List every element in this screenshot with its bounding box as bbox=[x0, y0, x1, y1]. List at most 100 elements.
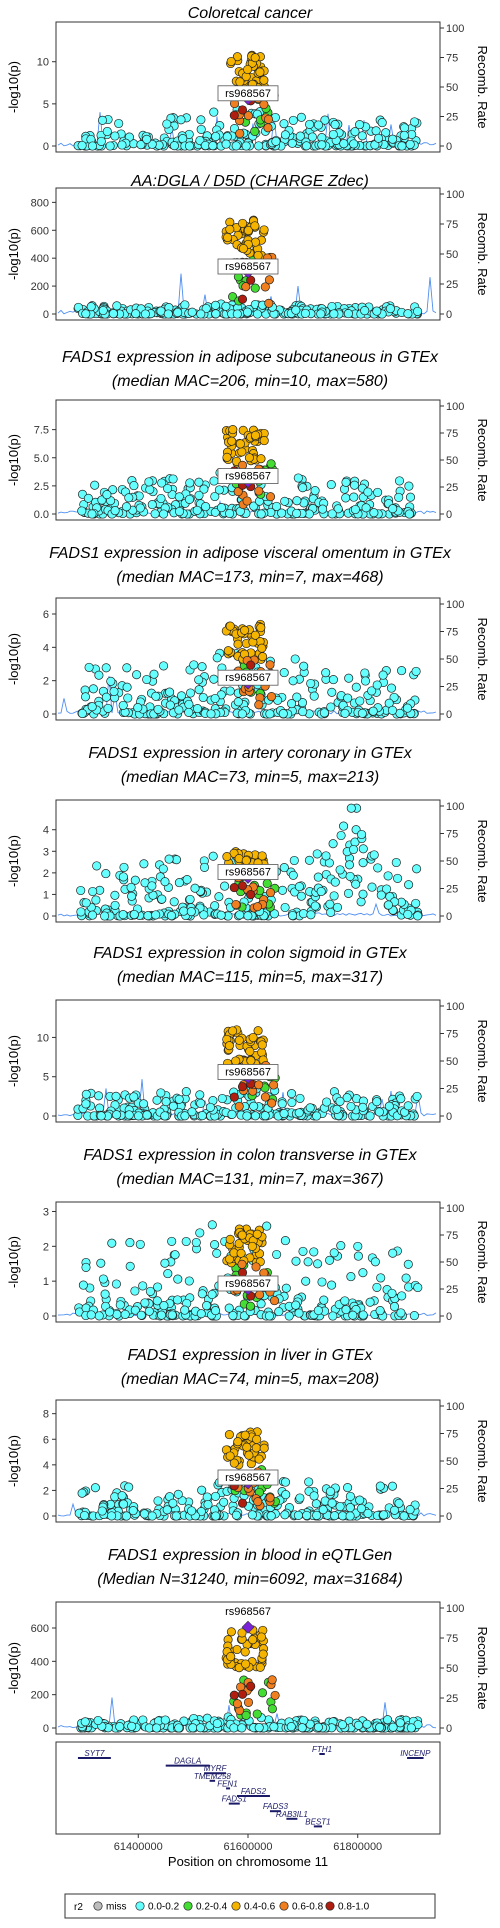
snp-point bbox=[235, 910, 245, 920]
snp-point bbox=[387, 1288, 397, 1298]
snp-point bbox=[372, 306, 382, 316]
snp-point bbox=[194, 675, 204, 685]
snp-point bbox=[376, 890, 386, 900]
snp-point bbox=[358, 889, 368, 899]
snp-point bbox=[201, 502, 211, 512]
snp-point bbox=[298, 1246, 308, 1256]
snp-point bbox=[225, 1234, 235, 1244]
snp-point bbox=[367, 686, 377, 696]
x-tick-label: 61800000 bbox=[333, 1841, 382, 1853]
lead-snp-label-box bbox=[217, 468, 279, 485]
panel-7: FADS1 expression in colon transverse in … bbox=[6, 1147, 490, 1323]
snp-point bbox=[108, 309, 118, 319]
snp-point bbox=[412, 1091, 422, 1101]
y-tick-label: 0 bbox=[43, 1111, 49, 1123]
snp-point bbox=[211, 131, 221, 142]
snp-point bbox=[81, 1089, 91, 1099]
snp-point bbox=[131, 309, 141, 319]
snp-point bbox=[207, 1220, 217, 1230]
y2-axis-label: Recomb. Rate bbox=[475, 1419, 490, 1502]
snp-point bbox=[124, 493, 134, 503]
snp-point bbox=[309, 1247, 319, 1257]
x-tick-label: 61600000 bbox=[224, 1841, 273, 1853]
y2-tick-label: 75 bbox=[446, 1633, 458, 1645]
snp-point bbox=[345, 871, 355, 881]
snp-point bbox=[187, 1506, 197, 1516]
snp-point bbox=[198, 692, 208, 703]
snp-point bbox=[356, 897, 366, 907]
snp-point bbox=[274, 1307, 284, 1317]
snp-point bbox=[212, 653, 222, 663]
snp-point bbox=[384, 1101, 394, 1111]
snp-point bbox=[383, 1715, 393, 1725]
snp-point bbox=[338, 1511, 348, 1521]
snp-point bbox=[77, 1488, 87, 1498]
snp-point bbox=[358, 844, 368, 854]
snp-point bbox=[195, 1090, 205, 1100]
snp-point bbox=[365, 1111, 375, 1121]
panel-subtitle: (median MAC=173, min=7, max=468) bbox=[116, 569, 383, 586]
snp-point bbox=[357, 131, 367, 141]
snp-point bbox=[217, 1093, 227, 1104]
snp-point bbox=[252, 309, 263, 319]
y2-tick-label: 25 bbox=[446, 1484, 458, 1496]
snp-point bbox=[404, 481, 414, 491]
snp-point bbox=[202, 1492, 212, 1502]
snp-point bbox=[313, 872, 323, 882]
snp-point bbox=[224, 1430, 234, 1440]
snp-point bbox=[159, 661, 169, 671]
snp-point bbox=[228, 1026, 238, 1036]
panel-subtitle: (median MAC=115, min=5, max=317) bbox=[117, 969, 383, 986]
y-tick-label: 4 bbox=[43, 825, 49, 837]
snp-point bbox=[348, 844, 359, 855]
y-tick-label: 5 bbox=[43, 1072, 49, 1084]
snp-point bbox=[287, 138, 297, 148]
snp-point bbox=[358, 1102, 368, 1112]
snp-point bbox=[98, 305, 108, 316]
snp-point bbox=[243, 64, 253, 75]
snp-point bbox=[387, 1481, 398, 1491]
snp-point bbox=[227, 436, 237, 446]
snp-point bbox=[310, 901, 320, 911]
snp-point bbox=[117, 1491, 127, 1501]
snp-point bbox=[187, 307, 197, 317]
legend-swatch bbox=[135, 1901, 145, 1911]
snp-point bbox=[250, 430, 261, 440]
y2-tick-label: 50 bbox=[446, 1663, 458, 1675]
snp-point bbox=[279, 119, 289, 129]
snp-point bbox=[160, 1258, 170, 1268]
snp-point bbox=[292, 692, 302, 702]
snp-point bbox=[118, 700, 128, 710]
snp-point bbox=[379, 1510, 389, 1520]
snp-point bbox=[135, 503, 145, 513]
snp-point bbox=[196, 124, 206, 134]
snp-point bbox=[77, 708, 87, 719]
y-tick-label: 2 bbox=[43, 676, 49, 688]
snp-point bbox=[160, 1715, 170, 1725]
snp-point bbox=[325, 1255, 335, 1265]
snp-point bbox=[397, 666, 407, 676]
snp-point bbox=[291, 305, 301, 315]
snp-point bbox=[162, 119, 172, 129]
snp-point bbox=[140, 309, 150, 319]
snp-point bbox=[92, 861, 102, 871]
snp-point bbox=[375, 1481, 385, 1491]
snp-point bbox=[307, 132, 317, 142]
snp-point bbox=[269, 909, 280, 919]
snp-point bbox=[109, 686, 119, 697]
snp-point bbox=[370, 1257, 380, 1267]
snp-point bbox=[300, 308, 310, 318]
y-axis-label: -log10(p) bbox=[6, 1236, 21, 1288]
panel-title: FADS1 expression in colon transverse in … bbox=[83, 1147, 417, 1164]
snp-point bbox=[156, 1310, 167, 1320]
snp-point bbox=[150, 509, 160, 519]
snp-point bbox=[375, 1722, 385, 1732]
snp-point bbox=[349, 139, 359, 149]
snp-point bbox=[245, 1301, 256, 1311]
snp-point bbox=[262, 878, 272, 889]
snp-point bbox=[108, 485, 118, 495]
snp-point bbox=[383, 871, 393, 881]
snp-point bbox=[284, 1311, 294, 1321]
snp-point bbox=[257, 1040, 267, 1050]
